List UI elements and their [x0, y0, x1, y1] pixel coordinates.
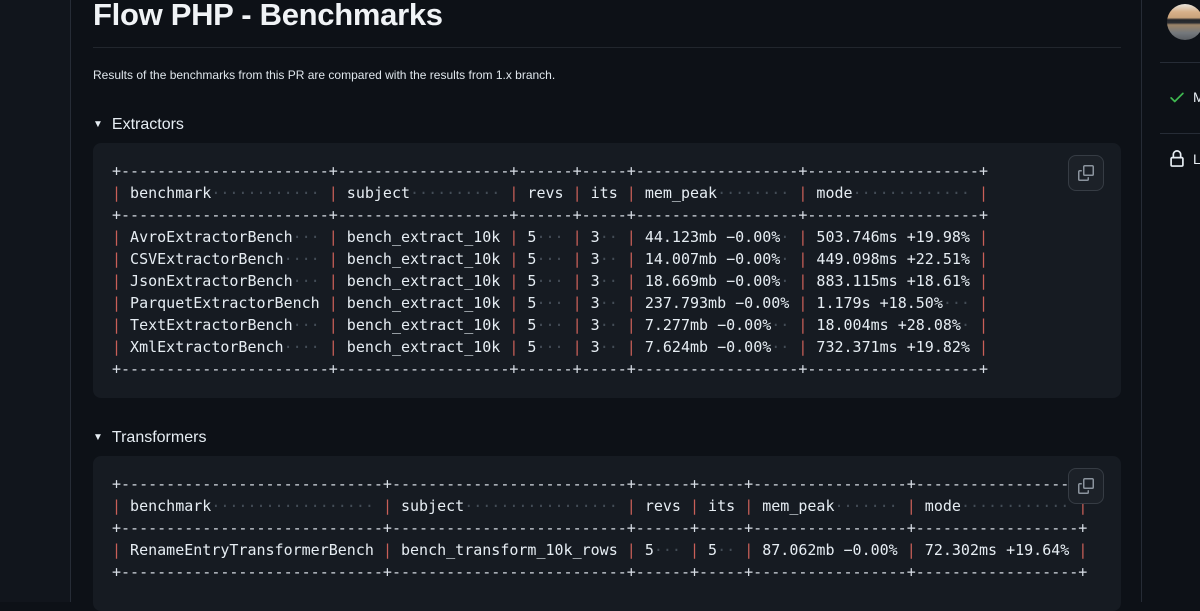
check-icon [1168, 88, 1186, 106]
sidebar-item-merged: M [1168, 88, 1200, 106]
copy-icon [1078, 478, 1094, 494]
section-transformers: ▼ Transformers +------------------------… [93, 428, 1121, 611]
triangle-down-icon: ▼ [93, 432, 103, 443]
sidebar-item-lock[interactable]: L [1168, 150, 1200, 168]
sidebar-divider [1160, 133, 1200, 134]
section-label: Extractors [111, 116, 184, 133]
page-title: Flow PHP - Benchmarks [93, 0, 443, 32]
extractors-benchmark-table: +-----------------------+---------------… [112, 162, 989, 378]
section-extractors: ▼ Extractors +-----------------------+--… [93, 115, 1121, 398]
lock-icon [1168, 150, 1186, 168]
avatar[interactable] [1167, 4, 1200, 40]
sidebar-divider [1160, 62, 1200, 63]
right-sidebar: M L [1142, 0, 1200, 602]
sidebar-item-label: M [1193, 89, 1200, 105]
copy-icon [1078, 165, 1094, 181]
triangle-down-icon: ▼ [93, 119, 103, 130]
section-label: Transformers [111, 429, 207, 446]
markdown-body: Flow PHP - Benchmarks Results of the ben… [70, 0, 1142, 611]
document-header: Flow PHP - Benchmarks [93, 0, 1121, 48]
copy-button[interactable] [1068, 155, 1104, 191]
copy-button[interactable] [1068, 468, 1104, 504]
extractors-details-toggle[interactable]: ▼ Extractors [93, 115, 1121, 135]
transformers-details-toggle[interactable]: ▼ Transformers [93, 428, 1121, 448]
transformers-benchmark-table: +-----------------------------+---------… [112, 475, 1088, 581]
sidebar-item-label: L [1193, 151, 1200, 167]
benchmark-description: Results of the benchmarks from this PR a… [93, 68, 556, 82]
extractors-code-block: +-----------------------+---------------… [93, 143, 1121, 398]
left-gutter [0, 0, 70, 602]
transformers-code-block: +-----------------------------+---------… [93, 456, 1121, 611]
